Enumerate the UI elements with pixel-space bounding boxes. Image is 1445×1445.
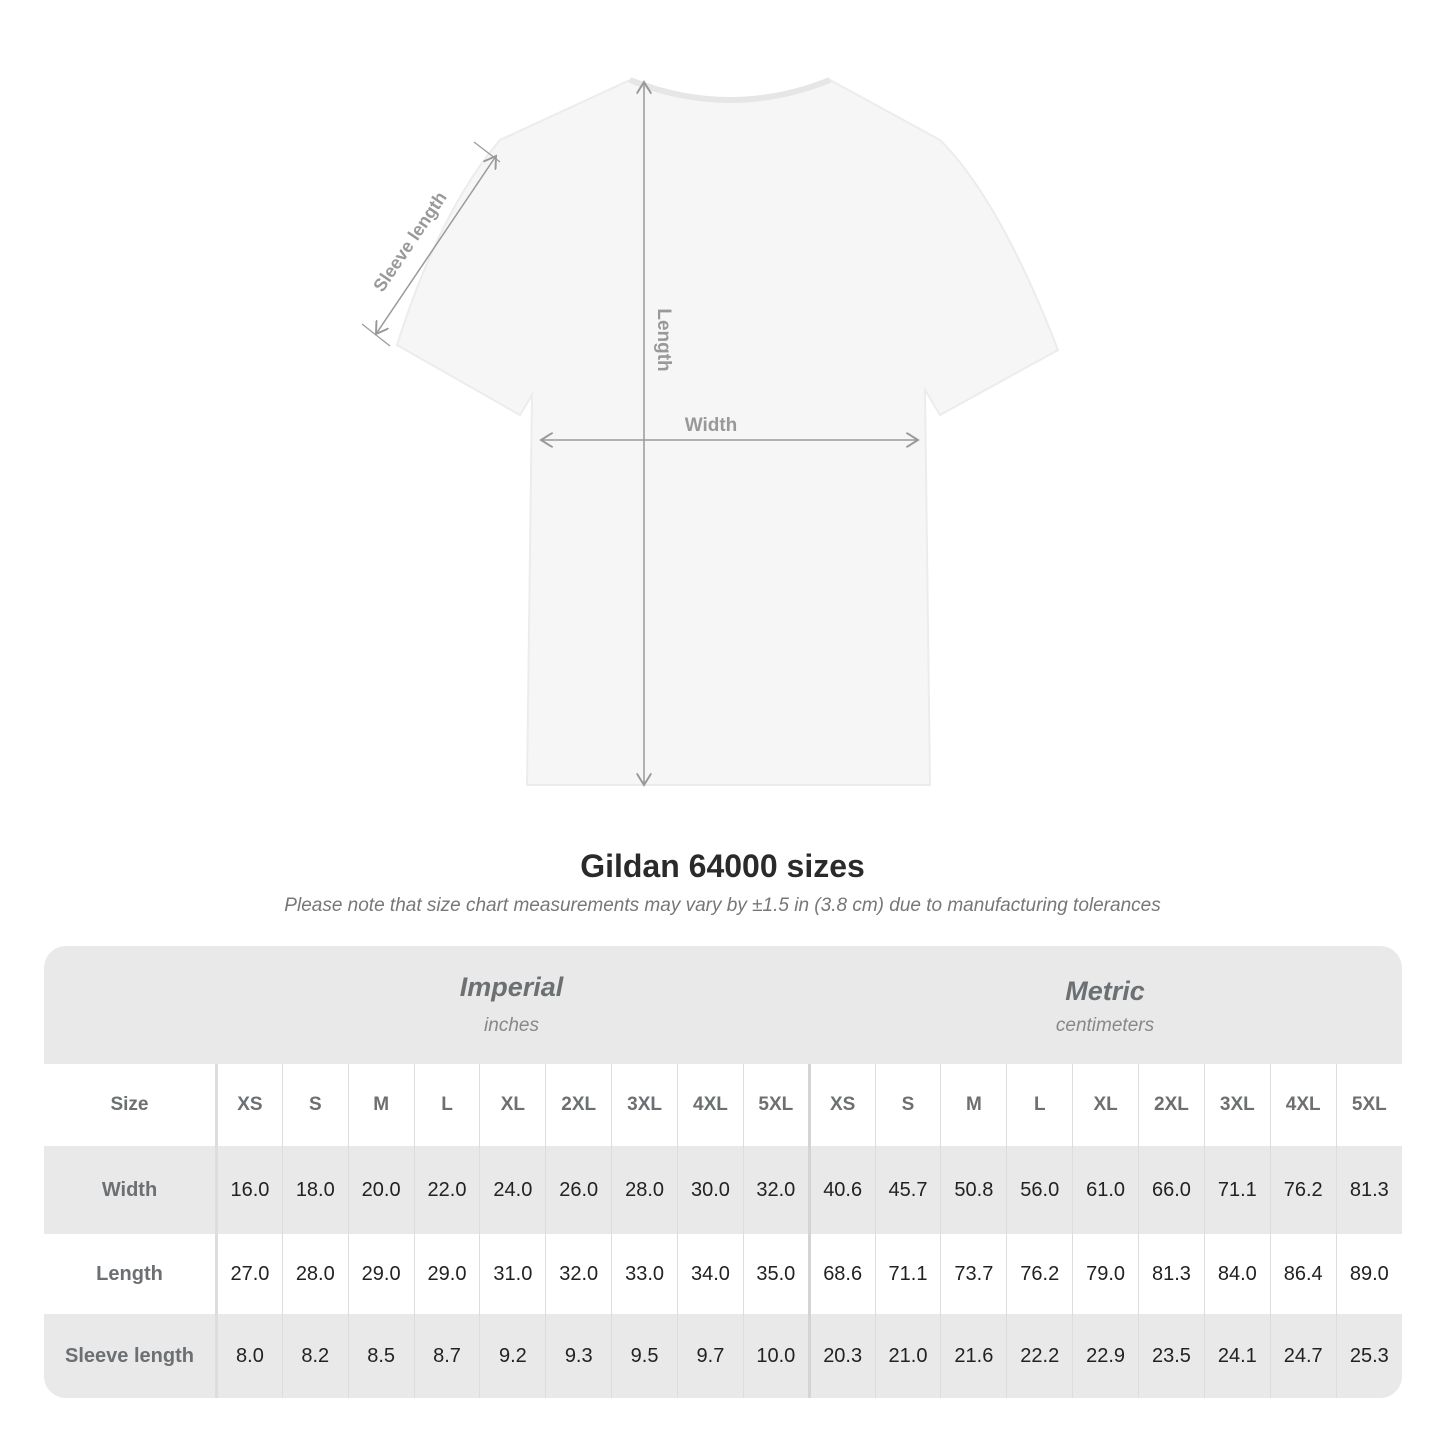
table-cell: 20.3 xyxy=(807,1314,876,1398)
imperial-header: Imperial inches xyxy=(215,946,808,1064)
table-cell: 50.8 xyxy=(940,1146,1007,1234)
width-label: Width xyxy=(685,415,738,436)
table-cell: 8.7 xyxy=(413,1314,480,1398)
table-cell: 22.9 xyxy=(1072,1314,1139,1398)
tshirt-diagram: Sleeve length Length Width xyxy=(361,77,1060,820)
table-cell: 23.5 xyxy=(1138,1314,1205,1398)
table-cell: 22.2 xyxy=(1006,1314,1073,1398)
table-cell: 84.0 xyxy=(1203,1234,1271,1314)
table-row: Size XS S M L XL 2XL 3XL 4XL 5XL XS S M L XL 2XL 3XL 4XL 5… xyxy=(44,1064,1402,1146)
table-cell: 73.7 xyxy=(940,1234,1007,1314)
table-cell: 9.7 xyxy=(677,1314,744,1398)
row-label: Width xyxy=(44,1146,218,1234)
table-cell: 32.0 xyxy=(742,1146,810,1234)
table-cell: 27.0 xyxy=(216,1234,283,1314)
metric-title: Metric xyxy=(1065,976,1145,1006)
table-cell: 61.0 xyxy=(1072,1146,1139,1234)
table-cell: 31.0 xyxy=(479,1234,546,1314)
table-cell: 21.6 xyxy=(940,1314,1007,1398)
table-cell: 34.0 xyxy=(677,1234,744,1314)
size-table: Size XS S M L XL 2XL 3XL 4XL 5XL XS S M L XL 2XL 3XL 4XL 5… xyxy=(44,1064,1402,1398)
table-cell: 71.1 xyxy=(874,1234,941,1314)
length-label: Length xyxy=(653,308,674,371)
table-cell: XS xyxy=(216,1064,283,1146)
table-cell: 89.0 xyxy=(1335,1234,1402,1314)
table-cell: XL xyxy=(479,1064,546,1146)
table-cell: 9.5 xyxy=(611,1314,678,1398)
table-cell: 79.0 xyxy=(1072,1234,1139,1314)
table-cell: 71.1 xyxy=(1203,1146,1271,1234)
table-cell: 3XL xyxy=(1203,1064,1271,1146)
table-cell: 5XL xyxy=(742,1064,810,1146)
metric-header: Metric centimeters xyxy=(808,946,1402,1064)
table-cell: S xyxy=(874,1064,941,1146)
table-cell: 8.2 xyxy=(281,1314,349,1398)
table-cell: 10.0 xyxy=(742,1314,810,1398)
table-cell: 3XL xyxy=(611,1064,678,1146)
table-cell: 2XL xyxy=(1138,1064,1205,1146)
table-cell: 24.0 xyxy=(479,1146,546,1234)
row-label: Length xyxy=(44,1234,218,1314)
metric-unit: centimeters xyxy=(1055,1015,1155,1036)
table-cell: S xyxy=(281,1064,349,1146)
table-cell: 68.6 xyxy=(807,1234,876,1314)
table-cell: 8.5 xyxy=(347,1314,415,1398)
table-cell: 2XL xyxy=(545,1064,612,1146)
table-cell: 29.0 xyxy=(413,1234,480,1314)
table-cell: 40.6 xyxy=(807,1146,876,1234)
table-cell: 26.0 xyxy=(545,1146,612,1234)
table-cell: 76.2 xyxy=(1269,1146,1337,1234)
table-cell: M xyxy=(940,1064,1007,1146)
table-cell: 35.0 xyxy=(742,1234,810,1314)
imperial-unit: inches xyxy=(484,1015,539,1036)
table-cell: 18.0 xyxy=(281,1146,349,1234)
table-cell: 32.0 xyxy=(545,1234,612,1314)
table-cell: 66.0 xyxy=(1138,1146,1205,1234)
imperial-title: Imperial xyxy=(459,972,564,1002)
size-chart: Imperial inches Metric centimeters Size X… xyxy=(44,946,1402,1398)
table-cell: L xyxy=(1006,1064,1073,1146)
table-cell: L xyxy=(413,1064,480,1146)
tolerance-note: Please note that size chart measurements… xyxy=(284,895,1161,916)
table-cell: 81.3 xyxy=(1138,1234,1205,1314)
table-cell: 81.3 xyxy=(1335,1146,1402,1234)
table-cell: 22.0 xyxy=(413,1146,480,1234)
table-cell: 29.0 xyxy=(347,1234,415,1314)
table-cell: 4XL xyxy=(677,1064,744,1146)
table-cell: 86.4 xyxy=(1269,1234,1337,1314)
table-cell: 56.0 xyxy=(1006,1146,1073,1234)
table-cell: 21.0 xyxy=(874,1314,941,1398)
table-cell: M xyxy=(347,1064,415,1146)
table-cell: 28.0 xyxy=(281,1234,349,1314)
table-cell: 9.2 xyxy=(479,1314,546,1398)
table-cell: 9.3 xyxy=(545,1314,612,1398)
table-cell: 30.0 xyxy=(677,1146,744,1234)
table-cell: 8.0 xyxy=(216,1314,283,1398)
table-cell: XS xyxy=(807,1064,876,1146)
table-cell: 33.0 xyxy=(611,1234,678,1314)
table-cell: 76.2 xyxy=(1006,1234,1073,1314)
page-title: Gildan 64000 sizes xyxy=(580,848,865,884)
table-cell: 20.0 xyxy=(347,1146,415,1234)
table-row: Length 27.0 28.0 29.0 29.0 31.0 32.0 33.0 34.0 35… xyxy=(44,1234,1402,1314)
table-cell: 45.7 xyxy=(874,1146,941,1234)
table-cell: 25.3 xyxy=(1335,1314,1402,1398)
table-cell: 4XL xyxy=(1269,1064,1337,1146)
table-cell: 5XL xyxy=(1335,1064,1402,1146)
row-label: Sleeve length xyxy=(44,1314,218,1398)
row-label: Size xyxy=(44,1064,218,1146)
sleeve-arrow xyxy=(376,156,496,334)
table-row: Width 16.0 18.0 20.0 22.0 24.0 26.0 28.0 30.0 32.… xyxy=(44,1146,1402,1234)
table-cell: 24.1 xyxy=(1203,1314,1271,1398)
table-cell: 24.7 xyxy=(1269,1314,1337,1398)
table-cell: 28.0 xyxy=(611,1146,678,1234)
table-cell: XL xyxy=(1072,1064,1139,1146)
table-cell: 16.0 xyxy=(216,1146,283,1234)
table-row: Sleeve length 8.0 8.2 8.5 8.7 9.2 9.3 9.5 9.7 10.… xyxy=(44,1314,1402,1398)
